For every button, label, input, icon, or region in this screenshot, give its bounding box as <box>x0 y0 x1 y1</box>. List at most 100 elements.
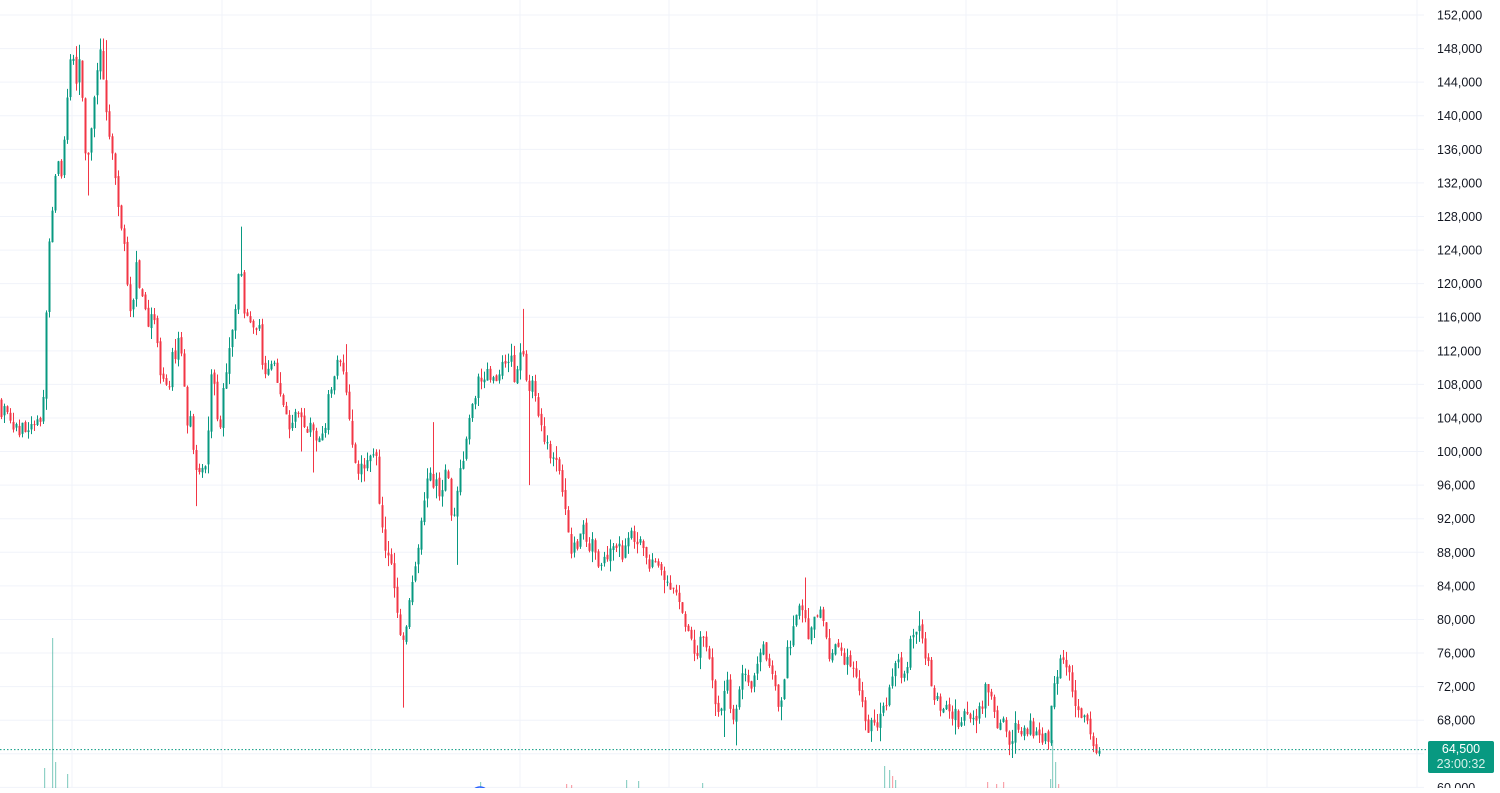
candle-up <box>45 312 48 399</box>
candle-up <box>1053 683 1056 708</box>
candle-up <box>627 537 630 547</box>
candle-down <box>825 622 828 638</box>
candle-down <box>1065 659 1068 668</box>
volume-bar <box>1055 762 1057 788</box>
candle-down <box>480 377 483 382</box>
volume-bar <box>571 785 573 788</box>
candle-up <box>546 442 549 444</box>
candle-down <box>1032 721 1035 737</box>
y-tick-label: 116,000 <box>1437 311 1481 325</box>
candle-up <box>459 468 462 493</box>
candle-down <box>777 684 780 707</box>
candle-up <box>210 374 213 432</box>
y-tick-label: 140,000 <box>1437 109 1482 123</box>
candle-up <box>309 422 312 433</box>
candle-up <box>333 376 336 391</box>
candle-up <box>204 466 207 470</box>
candle-up <box>96 70 99 96</box>
candle-down <box>153 314 156 321</box>
volume-bar <box>626 780 628 788</box>
candle-down <box>537 397 540 416</box>
price-axis[interactable]: 152,000 148,000 144,000 140,000 136,000 132,0… <box>1437 9 1482 793</box>
candle-up <box>846 656 849 665</box>
candle-down <box>129 284 132 312</box>
candle-down <box>927 657 930 661</box>
event-marker-icon[interactable] <box>470 786 490 793</box>
candle-down <box>852 667 855 669</box>
candle-up <box>1098 750 1101 754</box>
candle-down <box>525 353 528 381</box>
volume-bar <box>67 774 69 788</box>
candle-up <box>291 422 294 429</box>
candle-up <box>228 348 231 374</box>
candle-up <box>93 97 96 129</box>
candle-down <box>342 362 345 372</box>
candle-down <box>939 696 942 711</box>
candle-up <box>66 97 69 140</box>
volume-bar <box>884 766 886 788</box>
candle-down <box>522 351 525 355</box>
candle-up <box>831 652 834 661</box>
candle-down <box>669 582 672 590</box>
candle-up <box>471 403 474 418</box>
candle-down <box>1005 719 1008 732</box>
candle-down <box>1074 690 1077 706</box>
candle-up <box>483 379 486 383</box>
volume-bar <box>987 782 989 788</box>
candle-up <box>1056 676 1059 684</box>
candle-down <box>675 589 678 593</box>
candle-up <box>798 605 801 616</box>
candle-down <box>1080 708 1083 718</box>
candle-up <box>1044 733 1047 742</box>
y-tick-label: 108,000 <box>1437 378 1482 392</box>
candle-down <box>663 570 666 581</box>
candle-down <box>114 153 117 179</box>
candle-up <box>225 372 228 389</box>
volume-bar <box>895 780 897 788</box>
candle-down <box>156 318 159 344</box>
candle-down <box>702 636 705 638</box>
candle-down <box>684 613 687 627</box>
candle-up <box>651 559 654 567</box>
candle-up <box>321 433 324 441</box>
candle-up <box>618 543 621 547</box>
candle-up <box>972 717 975 720</box>
candle-up <box>579 533 582 547</box>
candle-down <box>375 452 378 456</box>
candle-down <box>606 554 609 560</box>
candle-down <box>60 160 63 177</box>
candle-down <box>822 609 825 621</box>
candle-up <box>408 600 411 627</box>
y-tick-label: 84,000 <box>1437 579 1475 593</box>
volume-bar <box>480 782 482 788</box>
candle-up <box>1002 718 1005 722</box>
candle-up <box>429 472 432 481</box>
candle-up <box>444 469 447 491</box>
candle-down <box>402 635 405 640</box>
candle-up <box>132 299 135 310</box>
candle-down <box>768 658 771 667</box>
candle-down <box>183 353 186 387</box>
candle-down <box>1017 724 1020 730</box>
candle-up <box>57 161 60 174</box>
candle-down <box>567 510 570 533</box>
candle-down <box>750 681 753 689</box>
volume-bars <box>44 638 1060 788</box>
candle-up <box>501 361 504 376</box>
candle-up <box>189 416 192 427</box>
candle-up <box>753 675 756 687</box>
candle-down <box>801 605 804 611</box>
candle-down <box>1092 736 1095 747</box>
candle-up <box>978 706 981 719</box>
candle-down <box>849 655 852 667</box>
candle-up <box>573 542 576 553</box>
candle-up <box>591 539 594 552</box>
candle-down <box>438 477 441 497</box>
candle-up <box>795 614 798 626</box>
candle-up <box>468 418 471 440</box>
candle-down <box>708 648 711 659</box>
candle-down <box>198 467 201 473</box>
candle-down <box>399 614 402 635</box>
